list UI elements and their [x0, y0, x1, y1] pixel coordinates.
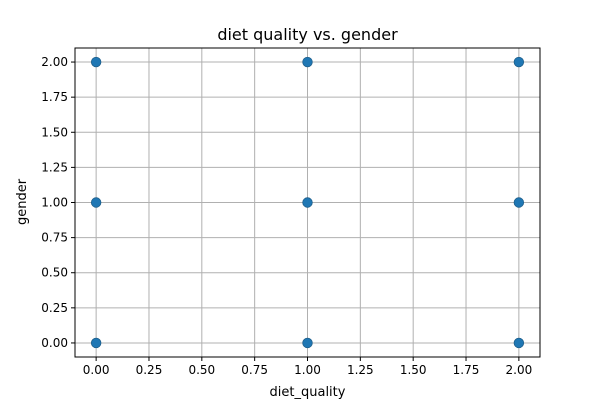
y-tick-label: 1.00 [41, 196, 68, 210]
data-point [90, 337, 102, 349]
data-point [513, 56, 525, 68]
chart-title: diet quality vs. gender [217, 25, 398, 44]
x-tick-label: 1.75 [453, 363, 480, 377]
x-tick-label: 0.00 [83, 363, 110, 377]
y-tick-label: 1.50 [41, 125, 68, 139]
y-tick-label: 0.75 [41, 231, 68, 245]
y-tick-label: 0.25 [41, 301, 68, 315]
x-tick-label: 2.00 [506, 363, 533, 377]
data-point [302, 56, 313, 68]
y-tick-label: 0.00 [41, 336, 68, 350]
x-tick-label: 1.25 [347, 363, 374, 377]
y-tick-label: 1.25 [41, 160, 68, 174]
x-tick-label: 1.50 [400, 363, 427, 377]
x-tick-label: 0.50 [188, 363, 215, 377]
data-point [513, 337, 525, 349]
y-tick-label: 0.50 [41, 266, 68, 280]
y-tick-label: 2.00 [41, 55, 68, 69]
tick-layer: 0.00 0.25 0.50 0.75 1.00 1.25 1.50 1.75 2.00 0.00… [41, 55, 532, 377]
x-tick-label: 0.25 [136, 363, 163, 377]
x-axis-label: diet_quality [270, 385, 346, 400]
data-point [90, 197, 102, 208]
data-point [302, 337, 313, 349]
points-layer [90, 56, 525, 349]
data-point [302, 197, 313, 208]
x-tick-label: 0.75 [241, 363, 268, 377]
y-tick-label: 1.75 [41, 90, 68, 104]
data-point [90, 56, 102, 68]
x-tick-label: 1.00 [294, 363, 321, 377]
data-point [513, 197, 525, 208]
y-axis-label: gender [15, 178, 30, 225]
